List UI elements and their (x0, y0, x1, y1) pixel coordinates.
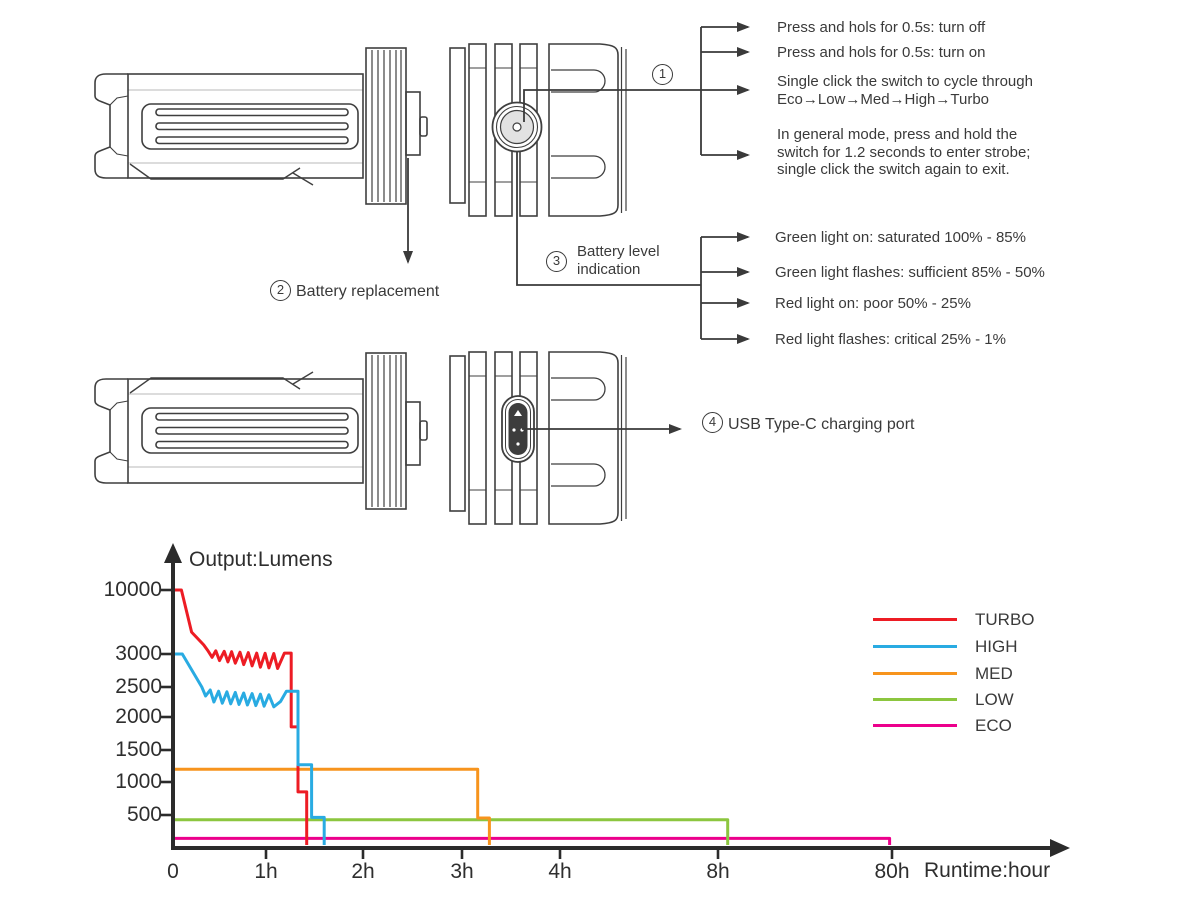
legend-label-turbo: TURBO (975, 610, 1035, 629)
legend-swatch-med (873, 672, 957, 675)
legend-swatch-low (873, 698, 957, 701)
switch-note-strobe: In general mode, press and hold the swit… (777, 126, 1031, 178)
legend-swatch-high (873, 645, 957, 648)
callout-number-4: 4 (702, 412, 723, 433)
usb-port-label: USB Type-C charging port (728, 416, 915, 433)
battery-note-red-on: Red light on: poor 50% - 25% (775, 295, 971, 312)
battery-note-red-flashes: Red light flashes: critical 25% - 1% (775, 331, 1006, 348)
x-axis-title: Runtime:hour (924, 859, 1051, 882)
legend-swatch-eco (873, 724, 957, 727)
callout-number-3: 3 (546, 251, 567, 272)
x-tick-label: 80h (874, 860, 910, 883)
x-tick-label: 1h (254, 860, 278, 883)
y-axis-title: Output:Lumens (189, 548, 333, 571)
y-tick-label: 10000 (103, 578, 162, 601)
y-tick-label: 2000 (115, 705, 162, 728)
curve-low (173, 818, 730, 845)
legend-label-high: HIGH (975, 637, 1018, 656)
legend-label-low: LOW (975, 690, 1014, 709)
switch-callout-lines (523, 22, 750, 160)
y-tick-label: 500 (126, 803, 162, 826)
y-tick-label: 3000 (115, 642, 162, 665)
x-tick-label: 0 (167, 860, 179, 883)
battery-note-green-on: Green light on: saturated 100% - 85% (775, 229, 1026, 246)
legend-label-med: MED (975, 664, 1013, 683)
switch-note-turn-off: Press and hols for 0.5s: turn off (777, 19, 986, 36)
callout-number-2: 2 (270, 280, 291, 301)
chart-curves (173, 588, 892, 845)
runtime-chart (160, 543, 1070, 859)
y-axis-ticks (160, 588, 173, 817)
switch-note-mode-cycle: Single click the switch to cycle through… (777, 73, 1033, 108)
x-tick-label: 2h (351, 860, 375, 883)
flashlight-usb-view (449, 351, 627, 525)
curve-eco (173, 836, 892, 845)
battery-replacement-label: Battery replacement (296, 283, 440, 300)
curve-turbo (173, 588, 309, 845)
switch-note-turn-on: Press and hols for 0.5s: turn on (777, 44, 986, 61)
y-tick-label: 2500 (115, 675, 162, 698)
flashlight-switch-view (449, 43, 627, 217)
curve-high (173, 652, 326, 845)
x-tick-label: 3h (450, 860, 474, 883)
y-tick-label: 1500 (115, 738, 162, 761)
y-axis-arrowhead (164, 543, 182, 563)
curve-med (173, 767, 491, 845)
y-tick-label: 1000 (115, 770, 162, 793)
x-axis-arrowhead (1050, 839, 1070, 857)
legend-swatch-turbo (873, 618, 957, 621)
flashlight-side-view-top (94, 47, 428, 205)
callout-number-1: 1 (652, 64, 673, 85)
flashlight-side-view-bottom (94, 352, 428, 510)
battery-level-label: Battery level indication (577, 243, 660, 278)
x-axis-ticks (264, 848, 894, 859)
battery-note-green-flashes: Green light flashes: sufficient 85% - 50… (775, 264, 1045, 281)
x-tick-label: 8h (706, 860, 730, 883)
x-tick-label: 4h (548, 860, 572, 883)
battery-level-callout-lines (516, 152, 750, 344)
legend-label-eco: ECO (975, 716, 1012, 735)
